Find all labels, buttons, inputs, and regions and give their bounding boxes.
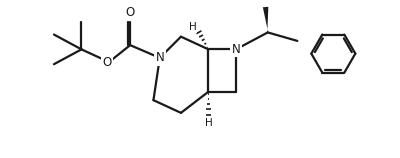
Text: N: N [232, 43, 240, 56]
Text: N: N [156, 51, 164, 64]
Text: H: H [188, 22, 196, 32]
Text: H: H [204, 118, 212, 128]
Polygon shape [263, 7, 268, 33]
Text: O: O [102, 56, 112, 69]
Text: O: O [126, 6, 135, 19]
